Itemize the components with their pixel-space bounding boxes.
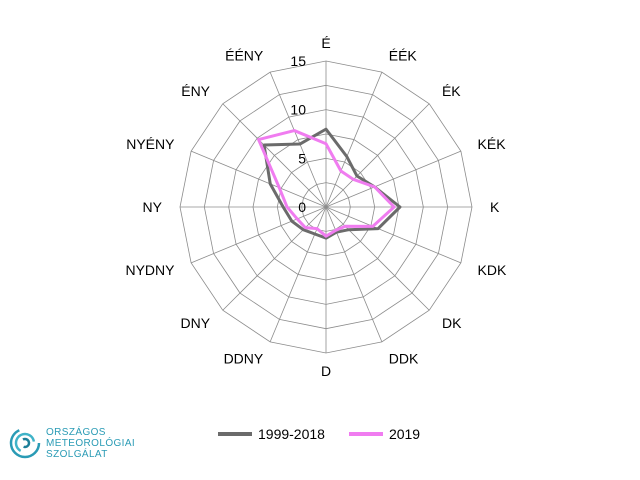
direction-label: DDNY [224,351,264,367]
grid-spoke [190,206,327,264]
direction-label: ÉK [442,83,461,99]
legend-swatch-series-1 [218,432,252,436]
direction-label: NY [143,199,163,215]
direction-label: KÉK [478,136,507,152]
series-line-2 [257,129,396,238]
legend-swatch-series-2 [348,432,383,436]
grid-spoke [325,150,462,208]
omsz-logo: ORSZÁGOS METEOROLÓGIAI SZOLGÁLAT [8,426,135,460]
radar-grid [179,60,473,354]
legend-label-series-1: 1999-2018 [258,426,325,442]
logo-text-line-3: SZOLGÁLAT [46,448,108,460]
direction-label: DNY [180,315,210,331]
tick-label: 15 [290,53,306,69]
direction-labels: É ÉÉK ÉK KÉK K KDK DK DDK D DDNY DNY NYDNY NY NYÉNY ÉN… [125,35,506,379]
direction-label: ÉÉNY [225,47,264,63]
logo-text-line-2: METEOROLÓGIAI [46,437,136,449]
direction-label: D [321,363,331,379]
grid-spoke [222,206,327,311]
direction-label: DK [442,315,462,331]
direction-label: ÉNY [181,83,210,99]
tick-label: 10 [290,102,306,118]
logo-swirl-icon [9,427,41,459]
radial-axis-ticks: 0 5 10 15 [290,53,306,215]
grid-spoke [190,150,327,208]
legend-item-series-1: 1999-2018 [218,426,325,442]
grid-spoke [325,71,383,208]
tick-label: 0 [298,199,306,215]
direction-label: K [490,199,500,215]
legend: 1999-2018 2019 [218,424,420,444]
direction-label: NYDNY [125,262,175,278]
direction-label: ÉÉK [389,47,418,63]
grid-spoke [269,71,327,208]
logo-text-line-1: ORSZÁGOS [46,426,106,438]
direction-label: NYÉNY [126,136,175,152]
direction-label: É [321,35,330,51]
radar-chart: 0 5 10 15 É ÉÉK ÉK KÉK K KDK DK DDK D DDNY DNY NYDNY NY… [125,35,506,379]
grid-spoke [325,206,462,264]
grid-spoke [325,206,430,311]
legend-label-series-2: 2019 [388,426,421,442]
legend-item-series-2: 2019 [348,426,421,442]
direction-label: DDK [389,351,419,367]
direction-label: KDK [478,262,507,278]
grid-spoke [222,103,327,208]
logo-text: ORSZÁGOS METEOROLÓGIAI SZOLGÁLAT [46,427,135,460]
grid-spoke [325,103,430,208]
series-layer [257,127,402,240]
tick-label: 5 [298,150,306,166]
